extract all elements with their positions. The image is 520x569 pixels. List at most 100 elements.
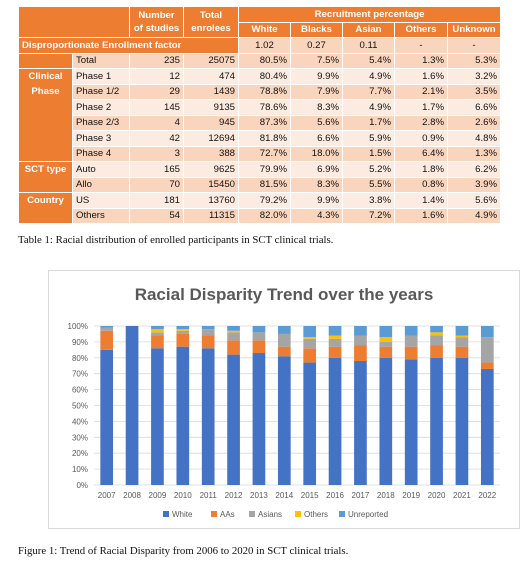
table-row: Others 54 11315 82.0% 4.3% 7.2% 1.6% 4.9% (19, 207, 502, 224)
bar-segment (303, 362, 317, 485)
row-studies: 3 (129, 145, 184, 162)
x-tick-label: 2012 (225, 491, 243, 500)
total-row: Total 235 25075 80.5% 7.5% 5.4% 1.3% 5.3% (18, 52, 502, 69)
row-percentage: 5.2% (342, 161, 395, 178)
row-percentage: 8.3% (290, 99, 343, 116)
bar-segment (480, 362, 494, 369)
legend-label: Unreported (348, 510, 388, 519)
bar-segment (151, 348, 164, 485)
row-percentage: 6.4% (394, 145, 448, 162)
row-percentage: 2.6% (446, 114, 502, 131)
bar-segment (176, 333, 190, 347)
bar-segment (404, 335, 418, 347)
row-label: Phase 1/2 (72, 83, 130, 100)
bar-segment (252, 340, 266, 354)
bar-segment (430, 332, 443, 336)
bar-segment (379, 346, 393, 358)
bar-segment (404, 326, 418, 336)
bar-segment (176, 329, 190, 331)
bar-segment (151, 332, 164, 336)
bar-segment (328, 335, 342, 339)
total-percentage: 5.4% (342, 52, 395, 69)
bar-segment (404, 359, 418, 485)
factor-value: 0.11 (342, 37, 395, 54)
row-studies: 165 (129, 161, 184, 178)
row-studies: 12 (129, 68, 184, 85)
y-tick-label: 50% (72, 402, 88, 411)
row-enrolees: 9625 (183, 161, 239, 178)
row-percentage: 3.5% (446, 83, 502, 100)
row-studies: 54 (129, 207, 184, 224)
table-row: Phase 2 145 9135 78.6% 8.3% 4.9% 1.7% 6.6% (19, 99, 502, 116)
row-label: Allo (72, 176, 130, 193)
bar-segment (176, 330, 190, 334)
row-studies: 70 (129, 176, 184, 193)
x-tick-label: 2008 (123, 491, 141, 500)
row-studies: 29 (129, 83, 184, 100)
row-percentage: 9.9% (290, 192, 343, 209)
bar-segment (303, 326, 317, 338)
chart-container: Racial Disparity Trend over the years 0% 1… (48, 270, 520, 529)
row-percentage: 4.8% (446, 130, 502, 147)
row-percentage: 1.5% (342, 145, 395, 162)
total-label: Total (72, 52, 130, 69)
bar-segment (354, 345, 367, 361)
row-percentage: 6.2% (446, 161, 502, 178)
chart-title: Racial Disparity Trend over the years (135, 285, 434, 304)
bar-segment (303, 348, 317, 363)
bar-segment (379, 337, 393, 342)
x-tick-label: 2010 (174, 491, 192, 500)
bar-segment (252, 353, 266, 485)
bar-segment (252, 332, 266, 341)
row-label: Phase 2/3 (72, 114, 130, 131)
y-tick-label: 10% (72, 465, 88, 474)
bar-segment (277, 326, 291, 334)
bar-segment (151, 326, 164, 330)
row-enrolees: 945 (183, 114, 239, 131)
total-percentage: 80.5% (238, 52, 291, 69)
row-percentage: 1.8% (394, 161, 448, 178)
bar-segment (176, 326, 190, 330)
row-percentage: 0.8% (394, 176, 448, 193)
bar-segment (100, 330, 114, 350)
header-studies: Number of studies (129, 6, 184, 38)
bar-segment (430, 326, 443, 333)
row-percentage: 1.4% (394, 192, 448, 209)
stacked-bar-chart: Racial Disparity Trend over the years 0% 1… (48, 270, 520, 529)
total-percentage: 1.3% (394, 52, 448, 69)
x-tick-label: 2009 (149, 491, 167, 500)
row-studies: 145 (129, 99, 184, 116)
table-row: Phase 2/3 4 945 87.3% 5.6% 1.7% 2.8% 2.6% (19, 114, 502, 131)
row-label: Others (72, 207, 130, 224)
row-percentage: 5.6% (290, 114, 343, 131)
bar-segment (328, 346, 342, 358)
bar-segment (100, 326, 114, 328)
total-enrolees: 25075 (183, 52, 239, 69)
bar-segment (480, 337, 494, 363)
row-percentage: 2.1% (394, 83, 448, 100)
bar-segment (176, 346, 190, 485)
x-tick-label: 2015 (301, 491, 319, 500)
row-studies: 181 (129, 192, 184, 209)
row-percentage: 1.6% (394, 68, 448, 85)
row-percentage: 6.6% (446, 99, 502, 116)
row-percentage: 7.7% (342, 83, 395, 100)
y-tick-label: 40% (72, 417, 88, 426)
bar-segment (100, 327, 114, 331)
total-percentage: 5.3% (446, 52, 502, 69)
table-row: Phase 1/2 29 1439 78.8% 7.9% 7.7% 2.1% 3.5% (19, 83, 502, 100)
factor-value: 0.27 (290, 37, 343, 54)
row-percentage: 1.3% (446, 145, 502, 162)
row-enrolees: 11315 (183, 207, 239, 224)
x-tick-label: 2007 (98, 491, 116, 500)
bar-segment (379, 341, 393, 347)
bar-segment (404, 346, 418, 360)
bar-segment (430, 357, 443, 485)
row-percentage: 81.5% (238, 176, 291, 193)
x-tick-label: 2013 (250, 491, 268, 500)
row-percentage: 4.9% (342, 68, 395, 85)
row-label: Phase 3 (72, 130, 130, 147)
row-label: Phase 1 (72, 68, 130, 85)
x-tick-label: 2018 (377, 491, 395, 500)
bar-segment (303, 337, 317, 339)
